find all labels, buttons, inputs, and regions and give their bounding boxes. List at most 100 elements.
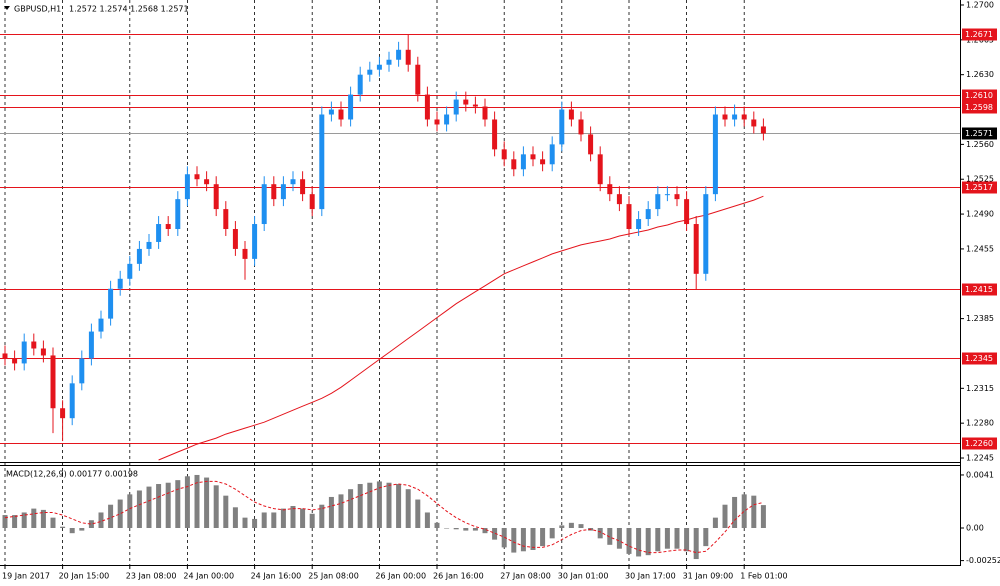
macd-bar bbox=[607, 528, 613, 545]
candle-body bbox=[616, 194, 622, 205]
candle-body bbox=[424, 94, 430, 120]
candle-body bbox=[655, 194, 661, 210]
macd-bar bbox=[252, 518, 258, 529]
macd-bar bbox=[146, 486, 152, 529]
candle-body bbox=[117, 278, 123, 289]
level-label-box bbox=[962, 89, 997, 102]
candle-body bbox=[146, 241, 152, 249]
candle-body bbox=[108, 288, 114, 319]
candle-body bbox=[156, 224, 162, 242]
candle-body bbox=[204, 179, 210, 185]
last-price-box bbox=[962, 127, 997, 140]
y-tick-label: 1.2700 bbox=[966, 0, 994, 9]
macd-bar bbox=[568, 522, 574, 529]
candle-body bbox=[444, 114, 450, 125]
candle-body bbox=[722, 114, 728, 120]
candle-body bbox=[2, 353, 8, 359]
candle-body bbox=[674, 194, 680, 200]
candle-body bbox=[520, 154, 526, 170]
candle-body bbox=[232, 229, 238, 249]
macd-bar bbox=[597, 528, 603, 539]
candle-body bbox=[88, 331, 94, 359]
candle-body bbox=[367, 69, 373, 75]
candle-body bbox=[31, 341, 37, 349]
y-tick-label: 1.2560 bbox=[966, 140, 994, 149]
macd-bar bbox=[79, 528, 85, 531]
macd-bar bbox=[319, 504, 325, 529]
candle-body bbox=[511, 159, 517, 170]
macd-bar bbox=[31, 508, 37, 529]
candle-body bbox=[290, 179, 296, 185]
macd-bar bbox=[12, 515, 18, 529]
x-tick-label: 20 Jan 15:00 bbox=[59, 572, 110, 581]
candle-body bbox=[376, 64, 382, 70]
macd-bar bbox=[184, 476, 190, 529]
macd-bar bbox=[684, 528, 690, 552]
macd-bar bbox=[501, 528, 507, 548]
candle-body bbox=[300, 179, 306, 195]
macd-bar bbox=[424, 512, 430, 529]
x-tick-label: 24 Jan 00:00 bbox=[183, 572, 234, 581]
moving-average bbox=[158, 195, 764, 461]
candle-body bbox=[415, 64, 421, 95]
y-tick-label: 1.2315 bbox=[966, 384, 994, 393]
macd-bar bbox=[127, 494, 133, 529]
candle-body bbox=[12, 358, 18, 364]
candle-body bbox=[242, 248, 248, 259]
candle-body bbox=[21, 341, 27, 364]
candle-body bbox=[693, 224, 699, 274]
x-tick-label: 25 Jan 08:00 bbox=[308, 572, 359, 581]
macd-bar bbox=[108, 504, 114, 529]
level-label: 1.2610 bbox=[965, 91, 993, 100]
macd-bar bbox=[290, 506, 296, 529]
macd-bar bbox=[655, 528, 661, 552]
chart-title: GBPUSD,H1 bbox=[14, 5, 61, 14]
x-tick-label: 19 Jan 2017 bbox=[2, 572, 50, 581]
x-tick-label: 30 Jan 01:00 bbox=[558, 572, 609, 581]
macd-bar bbox=[69, 528, 75, 534]
macd-bar bbox=[674, 528, 680, 549]
candle-body bbox=[223, 209, 229, 230]
candle-body bbox=[40, 348, 46, 356]
macd-bar bbox=[328, 496, 334, 529]
macd-bar bbox=[60, 526, 66, 529]
macd-bar bbox=[645, 528, 651, 556]
macd-bar bbox=[117, 499, 123, 529]
macd-bar bbox=[751, 495, 757, 529]
candle-body bbox=[540, 159, 546, 165]
level-label-box bbox=[962, 181, 997, 194]
level-label: 1.2517 bbox=[965, 183, 993, 192]
level-label-box bbox=[962, 283, 997, 296]
macd-bar bbox=[434, 522, 440, 529]
candle-body bbox=[60, 408, 66, 419]
candle-body bbox=[271, 184, 277, 200]
macd-bar bbox=[578, 524, 584, 529]
candle-body bbox=[386, 59, 392, 65]
macd-bar bbox=[213, 485, 219, 529]
candle-body bbox=[328, 109, 334, 115]
candle-body bbox=[578, 119, 584, 135]
level-label: 1.2345 bbox=[965, 354, 993, 363]
macd-bar bbox=[444, 528, 450, 529]
macd-bar bbox=[520, 528, 526, 552]
x-tick-label: 23 Jan 08:00 bbox=[126, 572, 177, 581]
x-tick-label: 31 Jan 09:00 bbox=[683, 572, 734, 581]
macd-bar bbox=[376, 481, 382, 529]
candle-body bbox=[482, 106, 488, 120]
candle-body bbox=[213, 184, 219, 210]
candle-body bbox=[568, 109, 574, 120]
candle-body bbox=[434, 119, 440, 125]
candle-body bbox=[252, 224, 258, 259]
macd-bar bbox=[204, 477, 210, 529]
macd-bar bbox=[664, 528, 670, 549]
candle-body bbox=[136, 248, 142, 264]
candle-body bbox=[664, 194, 670, 196]
candle-body bbox=[492, 119, 498, 150]
macd-bar bbox=[626, 528, 632, 554]
candle-body bbox=[357, 74, 363, 95]
macd-bar bbox=[559, 525, 565, 529]
y-tick-label: 1.2525 bbox=[966, 175, 994, 184]
macd-y-tick-label: 0.0041 bbox=[966, 470, 994, 479]
macd-bar bbox=[261, 512, 267, 529]
candle-body bbox=[280, 184, 286, 200]
